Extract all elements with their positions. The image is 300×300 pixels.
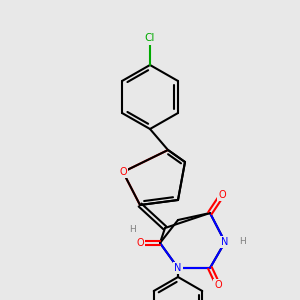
Text: N: N	[221, 237, 229, 247]
Text: O: O	[119, 167, 127, 177]
Text: Cl: Cl	[145, 33, 155, 43]
Text: H: H	[130, 226, 136, 235]
Text: N: N	[174, 263, 182, 273]
Text: O: O	[136, 238, 144, 248]
Text: O: O	[218, 190, 226, 200]
Text: O: O	[214, 280, 222, 290]
Text: H: H	[240, 238, 246, 247]
